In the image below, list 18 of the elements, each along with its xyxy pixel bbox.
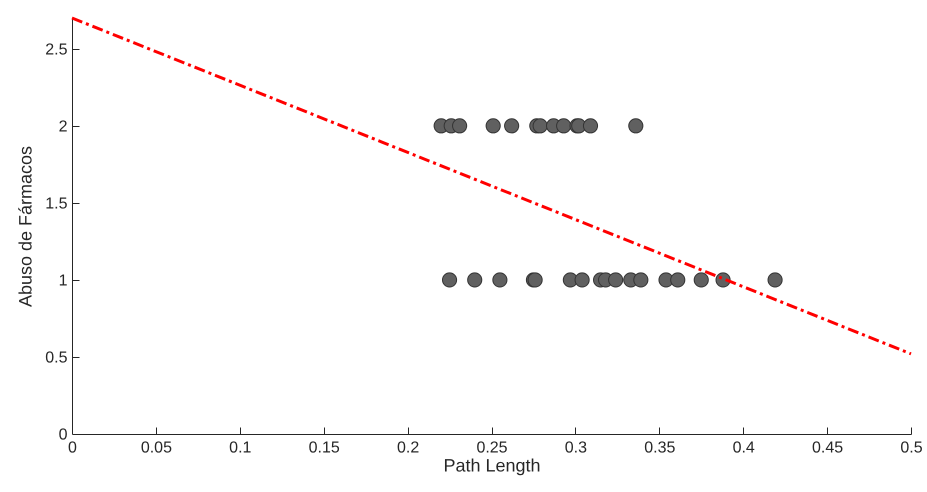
y-tick-label: 0.5 <box>45 349 68 366</box>
y-axis-title: Abuso de Fármacos <box>15 146 36 308</box>
y-tick-label: 0 <box>58 426 68 444</box>
y-tick-label: 2.5 <box>45 41 68 58</box>
y-tick-label: 2 <box>58 118 68 136</box>
x-tick-label: 0.3 <box>564 440 588 456</box>
x-axis-title: Path Length <box>443 456 541 476</box>
x-tick-label: 0.35 <box>644 440 676 456</box>
x-tick-label: 0.05 <box>140 440 172 456</box>
x-tick-label: 0.25 <box>476 440 508 456</box>
y-tick-label: 1.5 <box>45 195 68 212</box>
x-tick-label: 0.15 <box>308 440 340 456</box>
y-tick-label: 1 <box>58 272 68 290</box>
x-tick-label: 0.5 <box>900 440 923 456</box>
x-tick-label: 0.45 <box>812 440 844 456</box>
x-tick-label: 0.4 <box>732 440 755 456</box>
x-tick-label: 0.1 <box>229 440 252 456</box>
x-tick-label: 0.2 <box>396 440 420 456</box>
